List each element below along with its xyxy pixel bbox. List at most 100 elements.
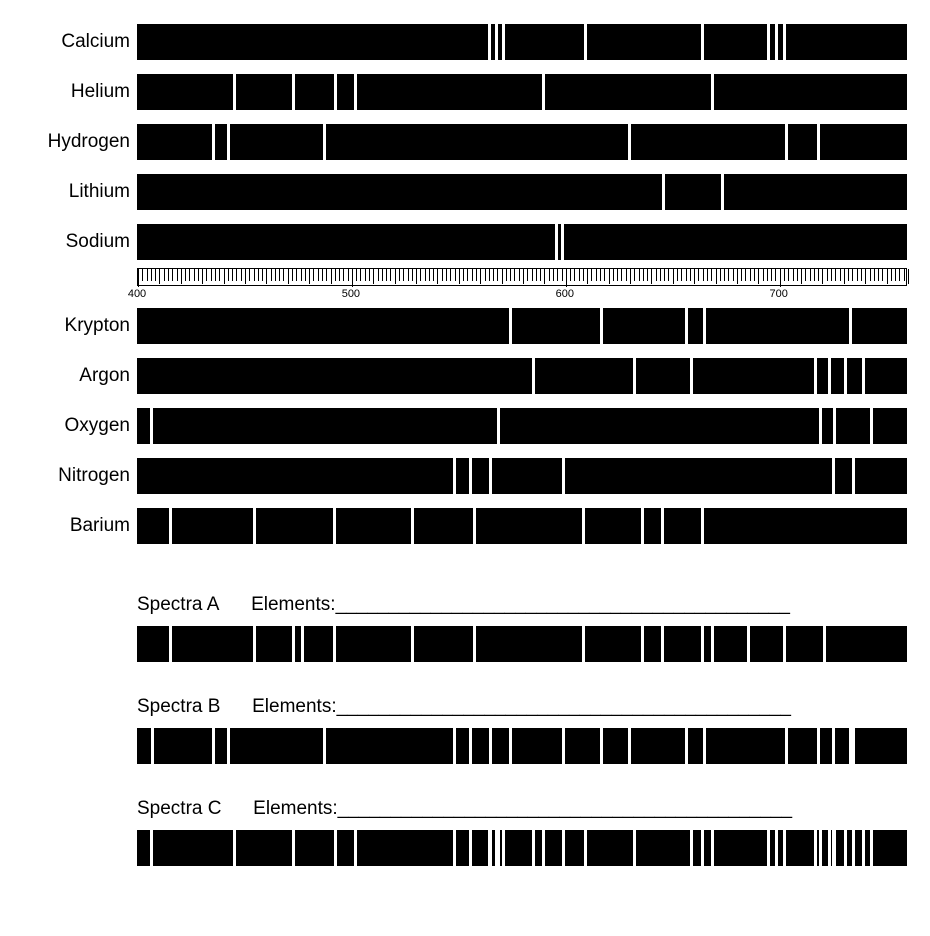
ruler-minor-tick (164, 269, 165, 281)
ruler-minor-tick (694, 269, 695, 284)
ruler-minor-tick (446, 269, 447, 281)
spectral-line (862, 358, 865, 394)
spectrum-bar (137, 308, 907, 344)
spectral-line (584, 24, 587, 60)
ruler-minor-tick (814, 269, 815, 281)
spectral-line (690, 830, 693, 866)
ruler-minor-tick (420, 269, 421, 281)
ruler-minor-tick (630, 269, 631, 284)
ruler-minor-tick (908, 269, 909, 284)
ruler-minor-tick (745, 269, 746, 281)
spectral-line (453, 830, 456, 866)
ruler-minor-tick (301, 269, 302, 281)
spectrum-label: Krypton (65, 315, 130, 337)
ruler-minor-tick (373, 269, 374, 284)
spectral-line (169, 626, 172, 662)
spectral-line (817, 728, 820, 764)
spectrum-label: Barium (70, 515, 130, 537)
spectrum-label: Helium (71, 81, 130, 103)
ruler-minor-tick (348, 269, 349, 281)
spectral-line (323, 728, 326, 764)
ruler-minor-tick (758, 269, 759, 284)
spectral-line (497, 830, 500, 866)
spectrum-row-krypton: Krypton (0, 308, 930, 344)
spectral-line (227, 728, 230, 764)
ruler-minor-tick (711, 269, 712, 281)
ruler-minor-tick (416, 269, 417, 284)
ruler-minor-tick (788, 269, 789, 281)
ruler-major-tick (352, 269, 353, 287)
spectral-line (453, 728, 456, 764)
spectral-line (711, 626, 714, 662)
spectral-line (497, 408, 500, 444)
spectral-line (870, 830, 873, 866)
spectral-line (701, 508, 704, 544)
spectral-line (633, 358, 636, 394)
ruler-minor-tick (609, 269, 610, 284)
spectral-line (833, 830, 836, 866)
spectral-line (711, 830, 714, 866)
ruler-minor-tick (741, 269, 742, 281)
worksheet-row-spectra-a: Spectra A Elements:_____________________… (137, 594, 907, 662)
ruler-minor-tick (147, 269, 148, 281)
ruler-minor-tick (403, 269, 404, 281)
spectral-line (495, 24, 498, 60)
spectral-line (582, 626, 585, 662)
spectral-line (212, 728, 215, 764)
ruler-minor-tick (771, 269, 772, 281)
ruler-minor-tick (262, 269, 263, 281)
ruler-minor-tick (810, 269, 811, 281)
ruler-minor-tick (532, 269, 533, 281)
ruler-minor-tick (211, 269, 212, 281)
ruler-minor-tick (557, 269, 558, 281)
spectral-line (150, 830, 153, 866)
ruler-minor-tick (865, 269, 866, 284)
wavelength-ruler: 400500600700 (137, 268, 907, 286)
ruler-minor-tick (639, 269, 640, 281)
ruler-tick-label: 600 (556, 288, 574, 300)
ruler-minor-tick (275, 269, 276, 281)
spectral-line (685, 728, 688, 764)
ruler-minor-tick (151, 269, 152, 281)
worksheet-blank-line: ________________________________________… (337, 696, 791, 717)
spectral-line (767, 830, 770, 866)
ruler-minor-tick (835, 269, 836, 281)
ruler-minor-tick (720, 269, 721, 281)
ruler-minor-tick (831, 269, 832, 281)
ruler-minor-tick (724, 269, 725, 281)
ruler-minor-tick (510, 269, 511, 281)
ruler-minor-tick (767, 269, 768, 281)
spectral-line (233, 74, 236, 110)
ruler-minor-tick (506, 269, 507, 281)
ruler-minor-tick (412, 269, 413, 281)
spectrum-bar (137, 458, 907, 494)
ruler-minor-tick (549, 269, 550, 281)
ruler-minor-tick (887, 269, 888, 284)
ruler-minor-tick (613, 269, 614, 281)
spectrum-row-helium: Helium (0, 74, 930, 110)
spectrum-bar (137, 728, 907, 764)
ruler-minor-tick (562, 269, 563, 281)
ruler-minor-tick (784, 269, 785, 281)
ruler-minor-tick (870, 269, 871, 281)
ruler-minor-tick (292, 269, 293, 281)
ruler-minor-tick (159, 269, 160, 284)
spectral-line (828, 830, 831, 866)
spectral-line (473, 508, 476, 544)
ruler-minor-tick (198, 269, 199, 281)
spectral-line (661, 508, 664, 544)
spectral-line (323, 124, 326, 160)
ruler-minor-tick (241, 269, 242, 281)
ruler-minor-tick (437, 269, 438, 284)
spectral-line (334, 74, 337, 110)
spectral-line (844, 358, 847, 394)
ruler-minor-tick (716, 269, 717, 284)
ruler-minor-tick (305, 269, 306, 281)
spectral-line (747, 626, 750, 662)
spectral-line (473, 626, 476, 662)
ruler-minor-tick (536, 269, 537, 281)
ruler-minor-tick (429, 269, 430, 281)
spectrum-row-lithium: Lithium (0, 174, 930, 210)
spectrum-label: Lithium (69, 181, 130, 203)
spectral-line (711, 74, 714, 110)
